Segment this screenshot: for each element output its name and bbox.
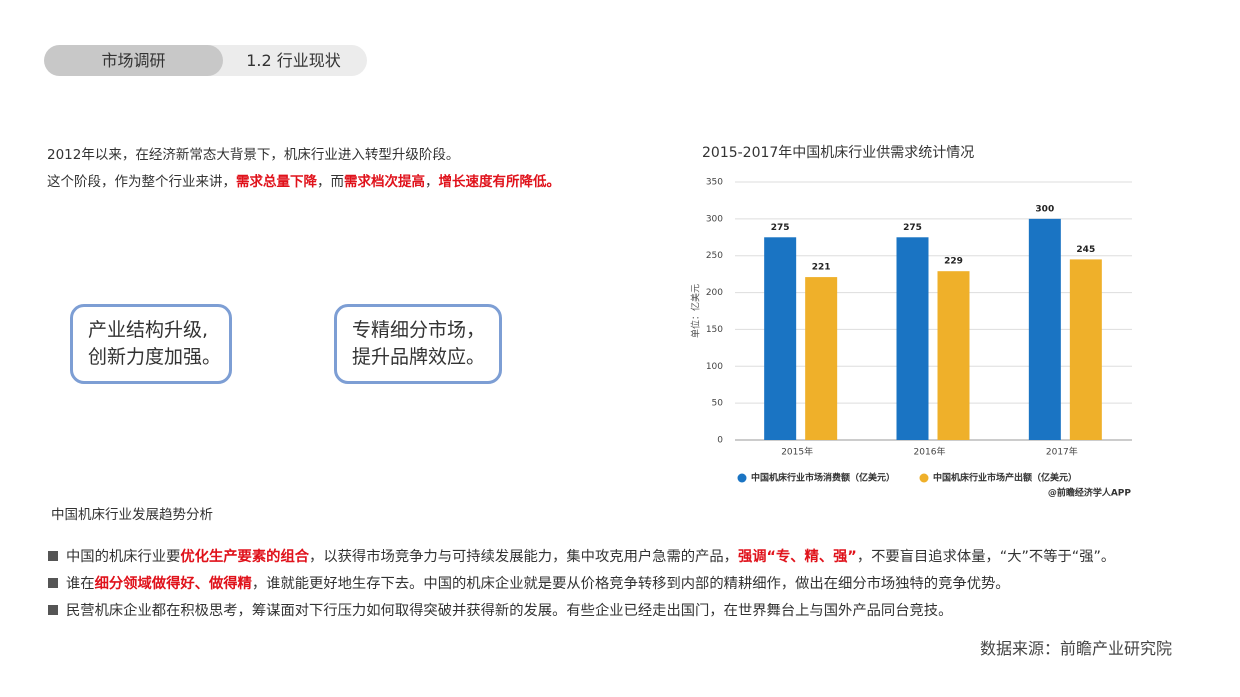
bullet-marker	[48, 551, 58, 561]
tab-active[interactable]: 市场调研	[44, 45, 223, 76]
y-tick-label: 200	[706, 288, 723, 298]
x-tick-label: 2017年	[1046, 446, 1078, 458]
y-tick-label: 150	[706, 325, 723, 335]
bullet-marker	[48, 605, 58, 615]
bullet-item: 中国的机床行业要优化生产要素的组合，以获得市场竞争力与可持续发展能力，集中攻克用…	[48, 545, 1115, 566]
legend-marker	[919, 473, 929, 483]
chart-title: 2015-2017年中国机床行业供需求统计情况	[702, 145, 974, 161]
text-segment: ，而	[317, 174, 344, 190]
highlight-text: 增长速度有所降低。	[438, 174, 561, 190]
callout-text: 产业结构升级,	[88, 319, 209, 341]
text-segment: 这个阶段，作为整个行业来讲，	[47, 174, 236, 190]
footer-source: 数据来源：前瞻产业研究院	[980, 639, 1173, 658]
data-label: 300	[1035, 204, 1054, 214]
y-tick-label: 100	[706, 362, 723, 372]
legend-label: 中国机床行业市场消费额（亿美元）	[751, 472, 895, 484]
bullet-item: 民营机床企业都在积极思考，筹谋面对下行压力如何取得突破并获得新的发展。有些企业已…	[48, 599, 952, 620]
highlight-text: 需求总量下降	[236, 174, 317, 190]
text-segment: ，	[425, 174, 439, 190]
callout-box: 专精细分市场， 提升品牌效应。	[334, 304, 502, 384]
text-segment: 谁在	[66, 576, 95, 592]
callout-box: 产业结构升级, 创新力度加强。	[70, 304, 232, 384]
bar	[1069, 259, 1102, 440]
x-tick-label: 2016年	[914, 446, 946, 458]
y-tick-label: 50	[712, 399, 724, 409]
text-segment: 民营机床企业都在积极思考，筹谋面对下行压力如何取得突破并获得新的发展。有些企业已…	[66, 603, 953, 619]
y-tick-label: 250	[706, 251, 723, 261]
y-tick-label: 0	[717, 436, 723, 446]
bar	[896, 237, 929, 440]
data-label: 245	[1076, 245, 1095, 255]
data-label: 221	[812, 263, 831, 273]
bar	[764, 237, 797, 440]
chart-source: @前瞻经济学人APP	[1048, 487, 1132, 499]
highlight-text: 强调“专、精、强”	[737, 549, 857, 565]
callout-text: 提升品牌效应。	[352, 346, 486, 368]
callout-text: 创新力度加强。	[88, 346, 222, 368]
bar	[1028, 218, 1061, 440]
bar	[937, 271, 970, 440]
text-segment: ，不要盲目追求体量，“大”不等于“强”。	[856, 549, 1116, 565]
highlight-text: 优化生产要素的组合	[180, 549, 310, 565]
y-tick-label: 300	[706, 214, 723, 224]
text-segment: ，以获得市场竞争力与可持续发展能力，集中攻克用户急需的产品，	[309, 549, 738, 565]
intro-line: 这个阶段，作为整个行业来讲，需求总量下降，而需求档次提高，增长速度有所降低。	[47, 170, 560, 190]
text-segment: 中国的机床行业要	[66, 549, 181, 565]
tab-label: 市场调研	[101, 51, 166, 70]
highlight-text: 需求档次提高	[344, 174, 425, 190]
bullet-marker	[48, 578, 58, 588]
data-label: 275	[771, 223, 790, 233]
bar	[805, 277, 838, 440]
x-tick-label: 2015年	[781, 446, 813, 458]
highlight-text: 细分领域做得好、做得精	[94, 576, 252, 592]
data-label: 229	[944, 257, 963, 267]
y-axis-label: 单位：亿美元	[690, 284, 702, 338]
text-segment: 2012年以来，在经济新常态大背景下，机床行业进入转型升级阶段。	[47, 147, 460, 163]
y-tick-label: 350	[706, 178, 723, 188]
text-segment: ，谁就能更好地生存下去。中国的机床企业就是要从价格竞争转移到内部的精耕细作，做出…	[251, 576, 1010, 592]
callout-text: 专精细分市场，	[352, 319, 486, 341]
section-subtitle: 中国机床行业发展趋势分析	[51, 507, 213, 523]
data-label: 275	[903, 223, 922, 233]
intro-line: 2012年以来，在经济新常态大背景下，机床行业进入转型升级阶段。	[47, 143, 459, 163]
legend-marker	[737, 473, 747, 483]
bullet-item: 谁在细分领域做得好、做得精，谁就能更好地生存下去。中国的机床企业就是要从价格竞争…	[48, 572, 1010, 593]
legend-label: 中国机床行业市场产出额（亿美元）	[933, 472, 1077, 484]
tab-label: 1.2 行业现状	[246, 51, 341, 70]
